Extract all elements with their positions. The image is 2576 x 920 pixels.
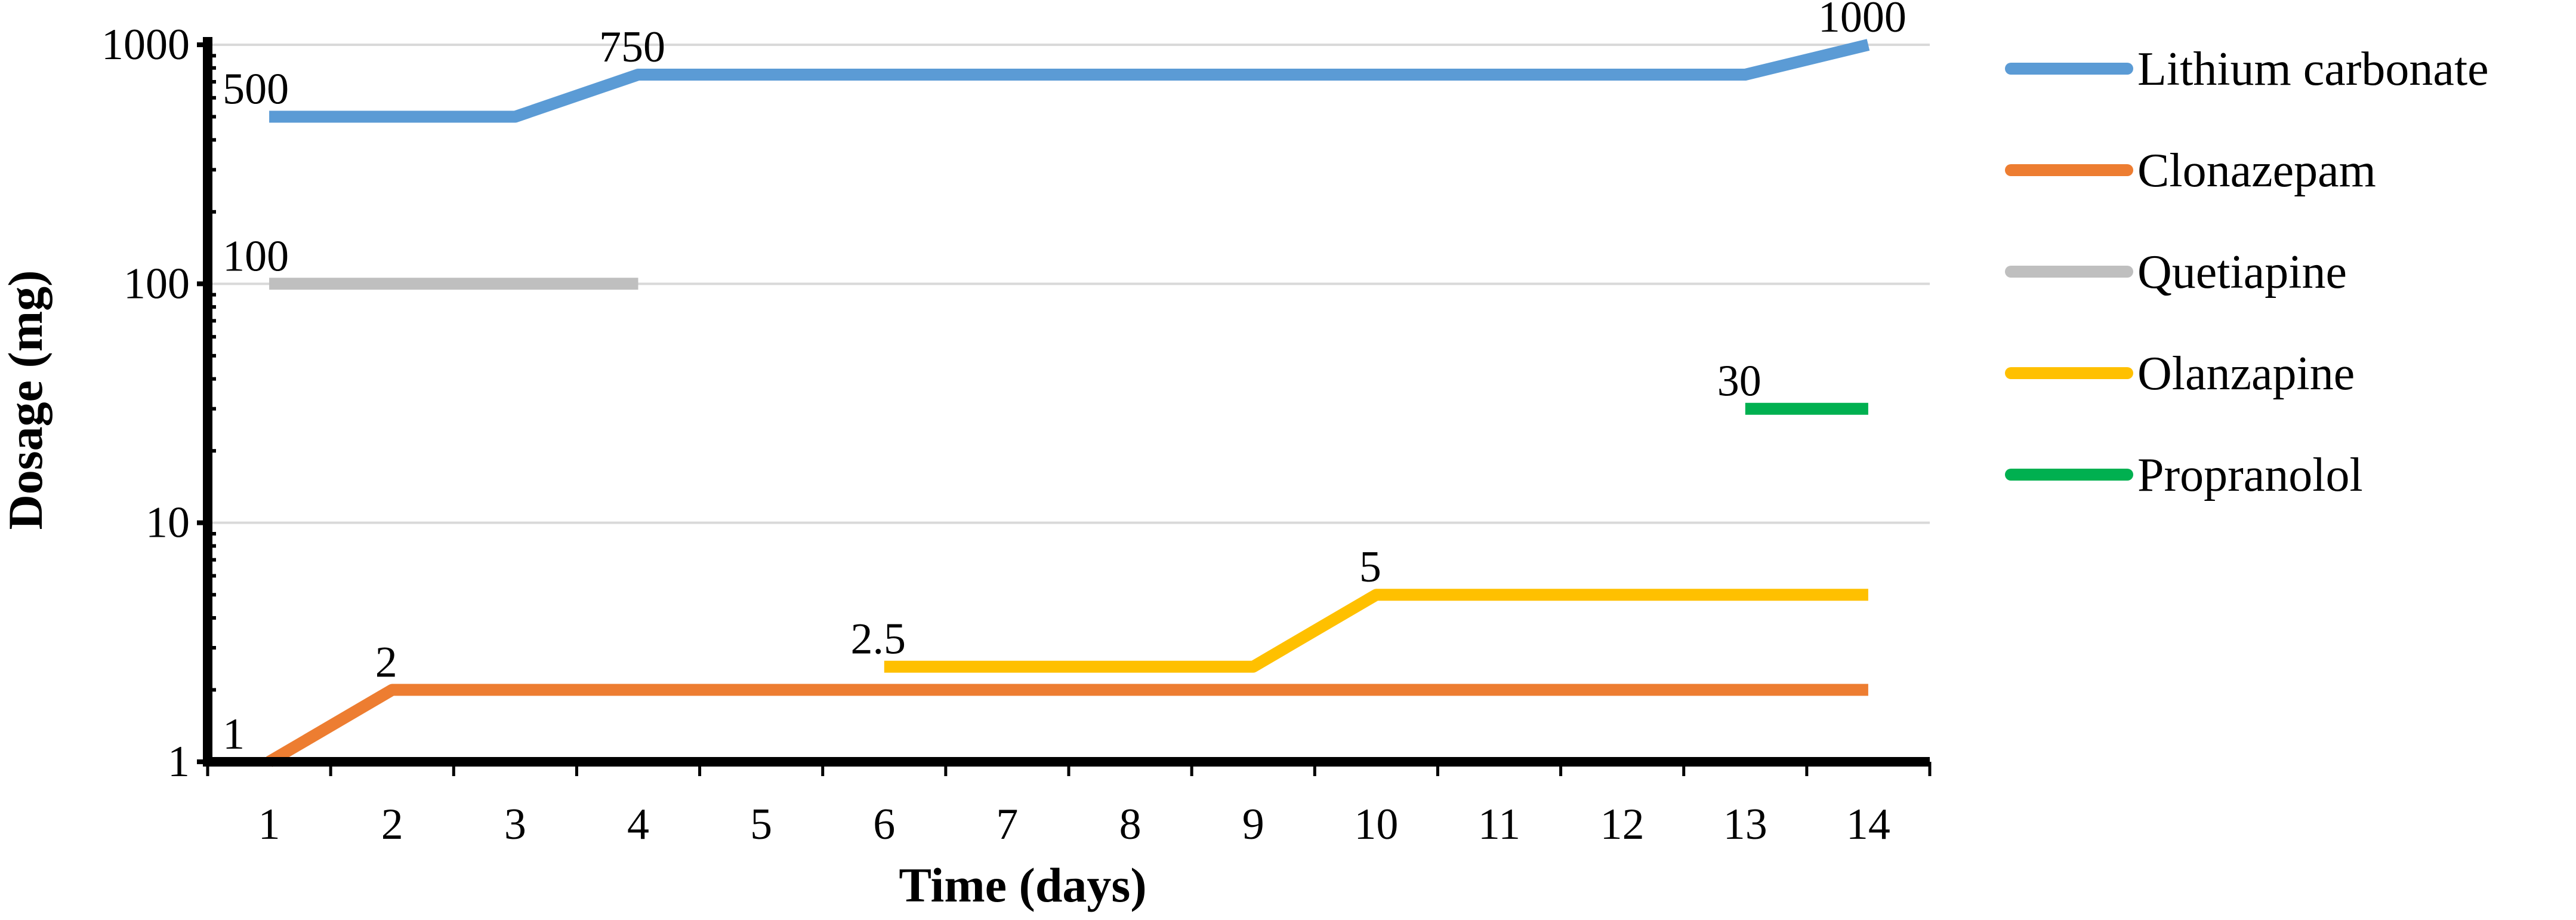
x-tick-label: 4 — [627, 800, 649, 849]
legend-label: Lithium carbonate — [2137, 43, 2489, 96]
y-ticks: 1 10 100 1000 — [101, 20, 216, 786]
data-labels: 500 750 1000 1 2 100 2.5 5 30 — [223, 0, 1906, 759]
x-tick-label: 9 — [1242, 800, 1264, 849]
x-tick-label: 1 — [258, 800, 280, 849]
x-tick-label: 7 — [996, 800, 1018, 849]
data-label: 500 — [223, 65, 289, 114]
legend-label: Propranolol — [2137, 449, 2363, 501]
x-tick-label: 10 — [1354, 800, 1398, 849]
x-tick-label: 12 — [1600, 800, 1645, 849]
axes — [203, 37, 1930, 767]
x-tick-label: 11 — [1478, 800, 1520, 849]
legend-label: Olanzapine — [2137, 347, 2355, 400]
legend-label: Quetiapine — [2137, 246, 2347, 299]
x-tick-label: 6 — [873, 800, 895, 849]
y-axis-title: Dosage (mg) — [0, 270, 53, 530]
y-tick-label: 1 — [168, 737, 190, 786]
x-ticks: 1 2 3 4 5 6 7 8 9 10 11 12 13 14 — [206, 762, 1932, 849]
x-tick-label: 5 — [750, 800, 772, 849]
data-label: 2.5 — [851, 615, 906, 664]
y-tick-label: 10 — [146, 499, 190, 547]
data-label: 100 — [223, 232, 289, 281]
x-axis-title: Time (days) — [899, 858, 1146, 912]
x-tick-label: 13 — [1723, 800, 1767, 849]
y-tick-label: 1000 — [101, 20, 190, 69]
data-label: 750 — [599, 23, 665, 72]
x-tick-label: 2 — [381, 800, 403, 849]
x-tick-label: 3 — [504, 800, 526, 849]
series-line-olanzapine — [884, 589, 1868, 673]
series-line-clonazepam — [266, 684, 1868, 767]
data-label: 1000 — [1818, 0, 1906, 42]
data-label: 2 — [375, 638, 397, 687]
legend: Lithium carbonate Clonazepam Quetiapine Ola… — [2005, 43, 2489, 501]
data-label: 1 — [223, 710, 245, 759]
data-label: 30 — [1717, 357, 1761, 406]
data-label: 5 — [1359, 543, 1381, 592]
x-tick-label: 14 — [1846, 800, 1890, 849]
y-tick-label: 100 — [124, 259, 190, 308]
series-lines — [266, 39, 1870, 767]
series-line-lithium-carbonate — [269, 39, 1870, 123]
legend-label: Clonazepam — [2137, 144, 2376, 197]
x-tick-label: 8 — [1119, 800, 1142, 849]
